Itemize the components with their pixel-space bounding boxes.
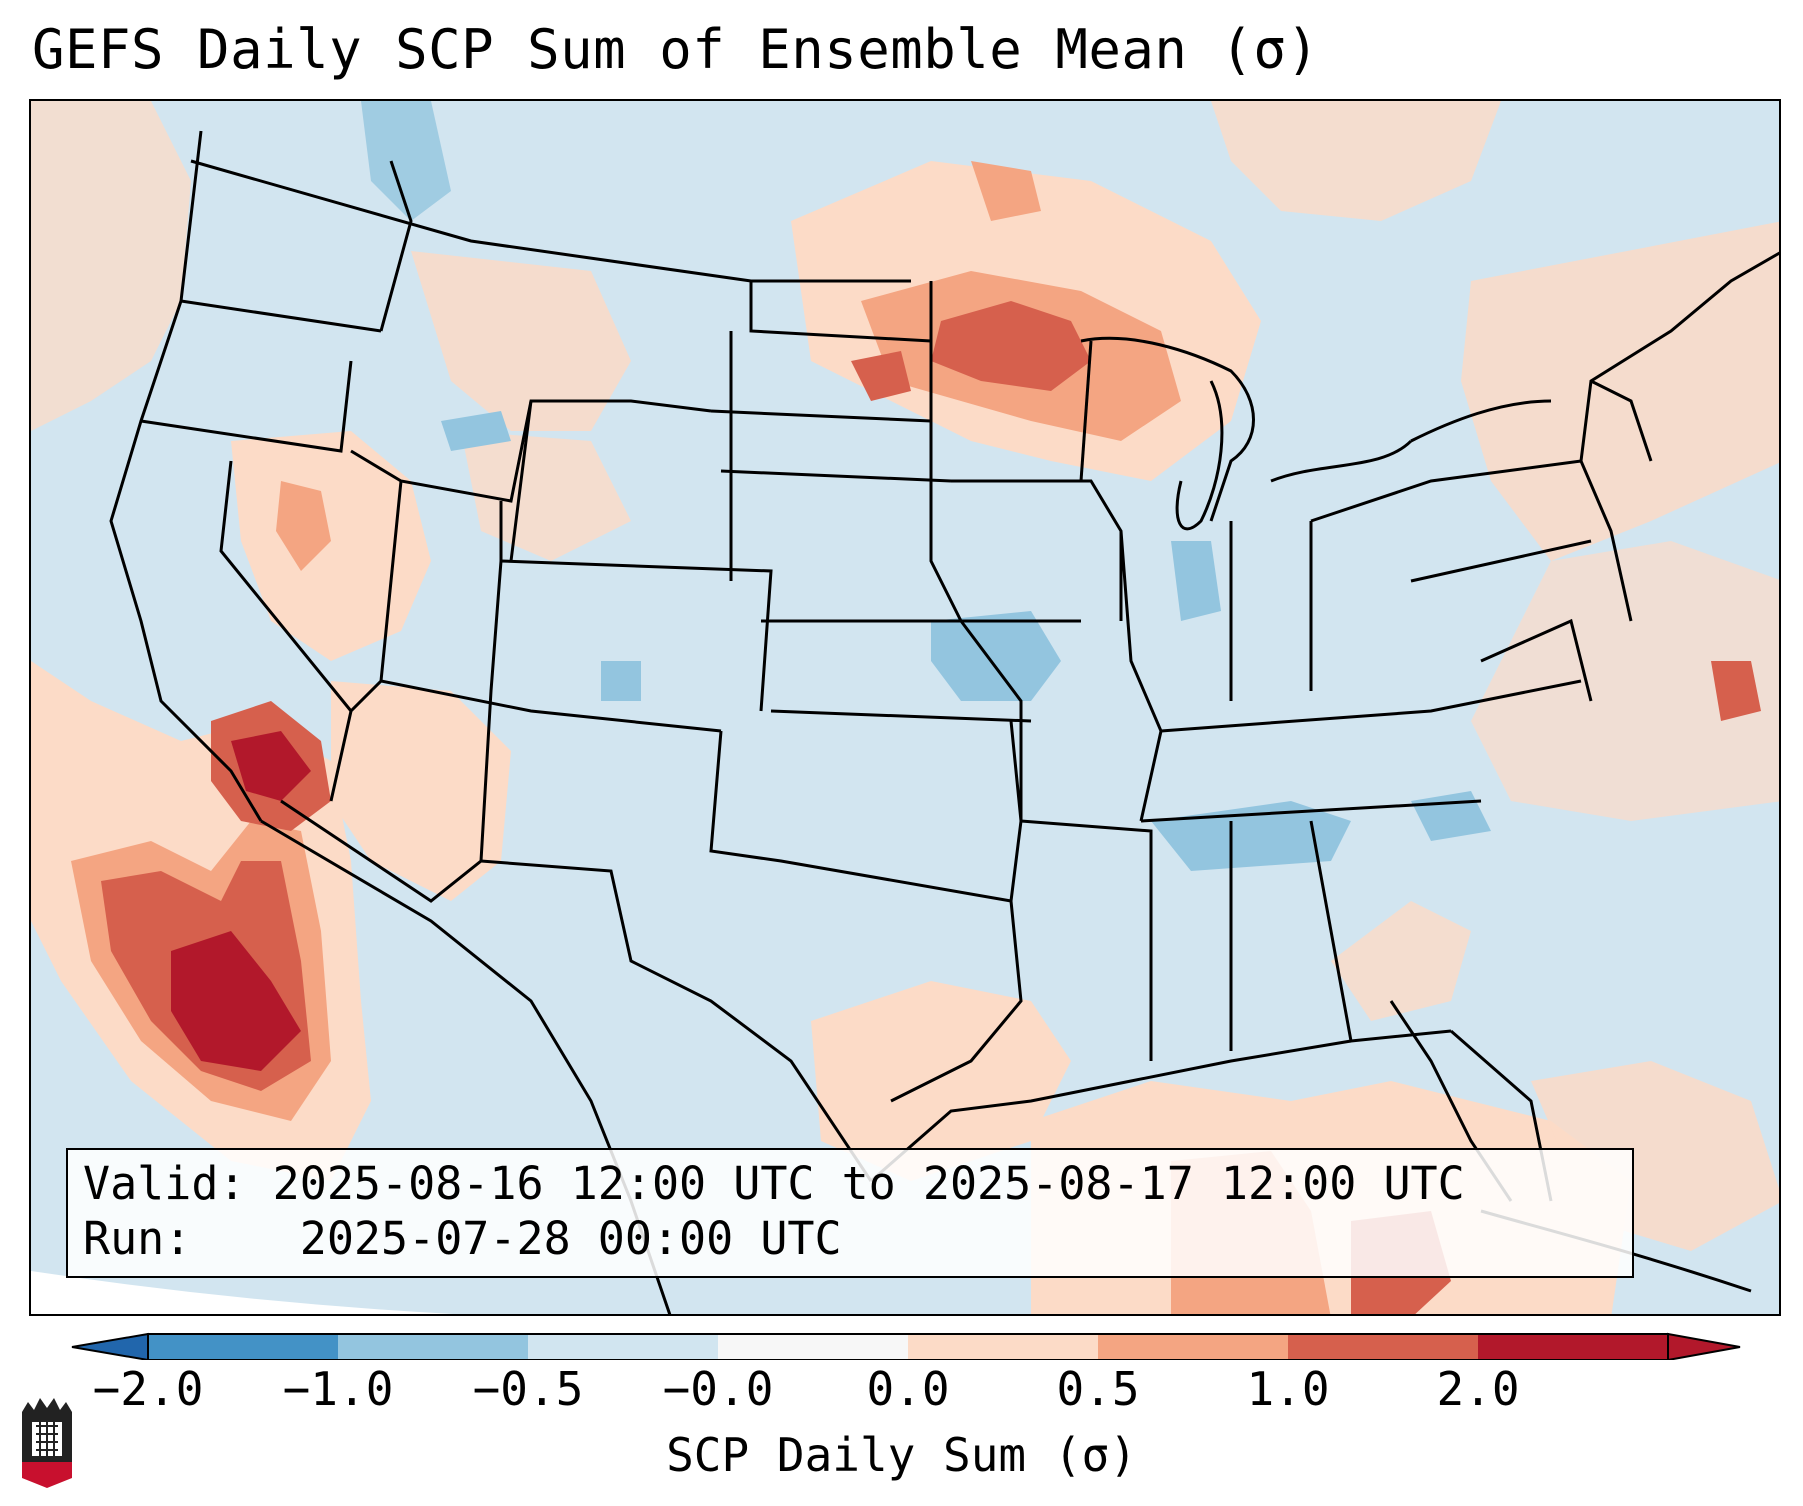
state-boundaries — [109, 130, 1779, 1314]
colorbar-extend-low — [71, 1332, 149, 1360]
colorbar-segment — [528, 1334, 719, 1360]
colorbar-tick-label: 0.0 — [866, 1362, 950, 1416]
colorbar-tick-label: −2.0 — [92, 1362, 204, 1416]
niu-logo — [18, 1392, 76, 1488]
colorbar-segment — [908, 1334, 1099, 1360]
run-time: 2025-07-28 00:00 UTC — [299, 1212, 842, 1265]
colorbar-tick-label: 1.0 — [1246, 1362, 1330, 1416]
colorbar — [71, 1332, 1741, 1360]
map-title: GEFS Daily SCP Sum of Ensemble Mean (σ) — [32, 18, 1320, 81]
colorbar-tick-label: −0.0 — [662, 1362, 774, 1416]
colorbar-segment — [718, 1334, 909, 1360]
colorbar-tick-label: 0.5 — [1056, 1362, 1140, 1416]
colorbar-segment — [148, 1334, 339, 1360]
colorbar-segment — [1098, 1334, 1289, 1360]
colorbar-label: SCP Daily Sum (σ) — [666, 1428, 1137, 1482]
run-label: Run: — [83, 1212, 192, 1265]
colorbar-border — [147, 1333, 1669, 1360]
map-panel[interactable] — [29, 99, 1781, 1316]
colorbar-tick-label: −1.0 — [282, 1362, 394, 1416]
colorbar-tick-label: 2.0 — [1436, 1362, 1520, 1416]
valid-label: Valid: — [83, 1157, 246, 1210]
scp-anomaly-field — [31, 101, 1779, 1314]
valid-time-range: 2025-08-16 12:00 UTC to 2025-08-17 12:00… — [272, 1157, 1465, 1210]
map-canvas — [31, 101, 1779, 1314]
colorbar-segment — [1478, 1334, 1669, 1360]
colorbar-segment — [338, 1334, 529, 1360]
valid-run-info-box: Valid: 2025-08-16 12:00 UTC to 2025-08-1… — [66, 1148, 1634, 1278]
colorbar-extend-high — [1667, 1332, 1741, 1360]
colorbar-segment — [1288, 1334, 1479, 1360]
colorbar-tick-label: −0.5 — [472, 1362, 584, 1416]
niu-logo-icon — [22, 1398, 72, 1488]
